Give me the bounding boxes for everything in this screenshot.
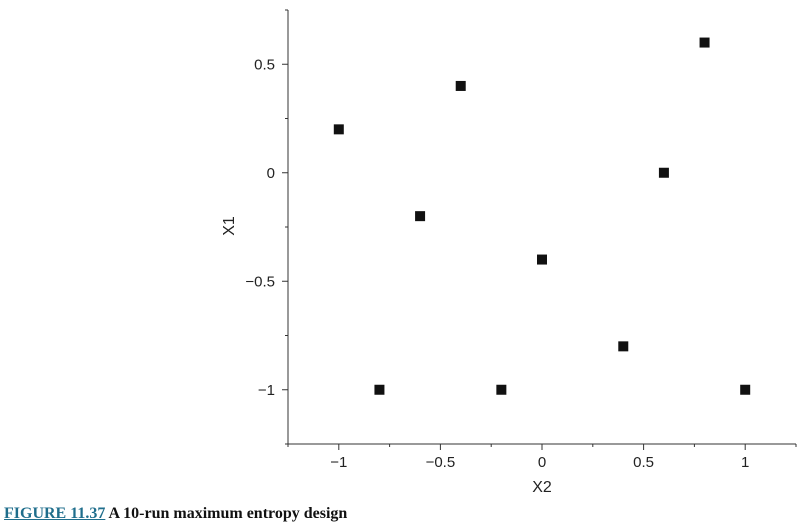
data-point (415, 211, 426, 222)
data-point (374, 384, 385, 395)
data-point (455, 80, 466, 91)
y-tick-label: 0 (267, 165, 275, 182)
x-tick-label: −0.5 (426, 454, 456, 471)
scatter-chart: −1 −0.5 0 0.5 1 0.5 0 −0.5 −1 X2 X1 (221, 9, 797, 496)
figure-label-link[interactable]: FIGURE 11.37 (4, 505, 106, 522)
data-point (740, 384, 751, 395)
data-point (333, 124, 344, 135)
plot-area: −1 −0.5 0 0.5 1 0.5 0 −0.5 −1 (245, 9, 797, 471)
x-axis-title: X2 (532, 479, 552, 496)
data-points (333, 37, 751, 395)
axis-ticks: −1 −0.5 0 0.5 1 0.5 0 −0.5 −1 (245, 9, 797, 471)
y-tick-label: −0.5 (245, 273, 275, 290)
data-point (537, 254, 547, 265)
data-point (618, 341, 629, 352)
y-tick-label: −1 (258, 382, 275, 399)
x-tick-label: 1 (741, 454, 749, 471)
data-point (658, 167, 669, 178)
x-tick-label: −1 (330, 454, 347, 471)
data-point (699, 37, 710, 48)
data-point (496, 384, 507, 395)
figure-caption: FIGURE 11.37 A 10-run maximum entropy de… (4, 505, 347, 523)
x-tick-label: 0 (538, 454, 546, 471)
y-axis-title: X1 (221, 216, 238, 236)
x-tick-label: 0.5 (633, 454, 654, 471)
figure-caption-text: A 10-run maximum entropy design (108, 505, 348, 522)
y-tick-label: 0.5 (254, 56, 275, 73)
